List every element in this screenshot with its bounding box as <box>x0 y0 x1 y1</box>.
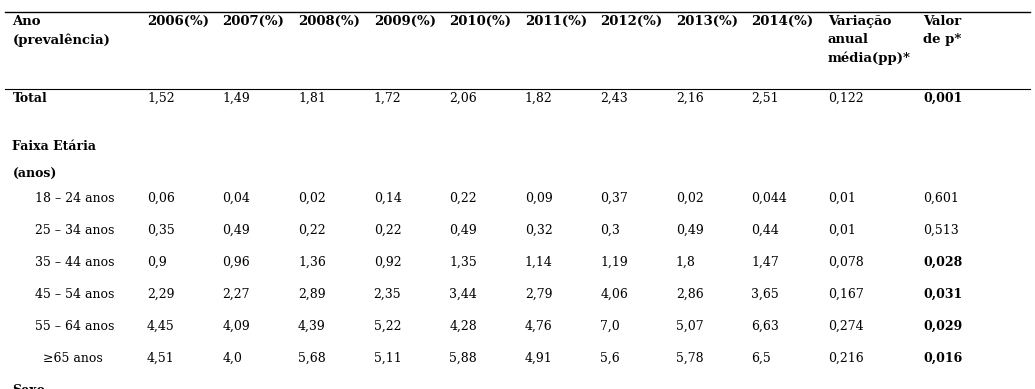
Text: 0,02: 0,02 <box>298 192 326 205</box>
Text: 4,51: 4,51 <box>147 352 175 364</box>
Text: 0,044: 0,044 <box>751 192 788 205</box>
Text: 5,68: 5,68 <box>298 352 326 364</box>
Text: 2012(%): 2012(%) <box>600 15 662 28</box>
Text: 2008(%): 2008(%) <box>298 15 360 28</box>
Text: 0,92: 0,92 <box>374 256 402 269</box>
Text: 45 – 54 anos: 45 – 54 anos <box>35 288 115 301</box>
Text: 1,35: 1,35 <box>449 256 477 269</box>
Text: 0,32: 0,32 <box>525 224 553 237</box>
Text: 1,82: 1,82 <box>525 92 553 105</box>
Text: 5,11: 5,11 <box>374 352 402 364</box>
Text: 4,06: 4,06 <box>600 288 628 301</box>
Text: 0,49: 0,49 <box>449 224 477 237</box>
Text: 1,14: 1,14 <box>525 256 553 269</box>
Text: Valor
de p*: Valor de p* <box>923 15 962 46</box>
Text: (anos): (anos) <box>12 168 57 181</box>
Text: 6,63: 6,63 <box>751 320 779 333</box>
Text: 1,81: 1,81 <box>298 92 326 105</box>
Text: 7,0: 7,0 <box>600 320 620 333</box>
Text: 4,45: 4,45 <box>147 320 175 333</box>
Text: 0,37: 0,37 <box>600 192 628 205</box>
Text: ≥65 anos: ≥65 anos <box>43 352 104 364</box>
Text: 0,49: 0,49 <box>223 224 250 237</box>
Text: 1,72: 1,72 <box>374 92 402 105</box>
Text: 2,06: 2,06 <box>449 92 477 105</box>
Text: 2,79: 2,79 <box>525 288 553 301</box>
Text: 0,3: 0,3 <box>600 224 620 237</box>
Text: 2010(%): 2010(%) <box>449 15 511 28</box>
Text: Faixa Etária: Faixa Etária <box>12 140 96 153</box>
Text: 5,78: 5,78 <box>676 352 704 364</box>
Text: Ano
(prevalência): Ano (prevalência) <box>12 15 111 47</box>
Text: 55 – 64 anos: 55 – 64 anos <box>35 320 115 333</box>
Text: 2,35: 2,35 <box>374 288 402 301</box>
Text: 4,09: 4,09 <box>223 320 250 333</box>
Text: 2,27: 2,27 <box>223 288 250 301</box>
Text: 0,9: 0,9 <box>147 256 167 269</box>
Text: 2009(%): 2009(%) <box>374 15 436 28</box>
Text: 0,274: 0,274 <box>828 320 863 333</box>
Text: 0,22: 0,22 <box>374 224 402 237</box>
Text: 4,0: 4,0 <box>223 352 242 364</box>
Text: 1,36: 1,36 <box>298 256 326 269</box>
Text: 0,001: 0,001 <box>923 92 963 105</box>
Text: 2007(%): 2007(%) <box>223 15 285 28</box>
Text: 0,06: 0,06 <box>147 192 175 205</box>
Text: Sexo: Sexo <box>12 384 46 389</box>
Text: Variação
anual
média(pp)*: Variação anual média(pp)* <box>828 15 911 65</box>
Text: 5,6: 5,6 <box>600 352 620 364</box>
Text: 0,601: 0,601 <box>923 192 959 205</box>
Text: 2,29: 2,29 <box>147 288 175 301</box>
Text: 0,22: 0,22 <box>298 224 326 237</box>
Text: 0,513: 0,513 <box>923 224 959 237</box>
Text: 4,39: 4,39 <box>298 320 326 333</box>
Text: 5,07: 5,07 <box>676 320 704 333</box>
Text: 4,91: 4,91 <box>525 352 553 364</box>
Text: 25 – 34 anos: 25 – 34 anos <box>35 224 115 237</box>
Text: 35 – 44 anos: 35 – 44 anos <box>35 256 115 269</box>
Text: 0,01: 0,01 <box>828 224 856 237</box>
Text: 1,49: 1,49 <box>223 92 250 105</box>
Text: 5,88: 5,88 <box>449 352 477 364</box>
Text: 5,22: 5,22 <box>374 320 402 333</box>
Text: 0,09: 0,09 <box>525 192 553 205</box>
Text: Total: Total <box>12 92 48 105</box>
Text: 0,14: 0,14 <box>374 192 402 205</box>
Text: 2011(%): 2011(%) <box>525 15 587 28</box>
Text: 4,76: 4,76 <box>525 320 553 333</box>
Text: 0,029: 0,029 <box>923 320 963 333</box>
Text: 0,04: 0,04 <box>223 192 250 205</box>
Text: 1,19: 1,19 <box>600 256 628 269</box>
Text: 2,51: 2,51 <box>751 92 779 105</box>
Text: 1,8: 1,8 <box>676 256 696 269</box>
Text: 3,44: 3,44 <box>449 288 477 301</box>
Text: 0,216: 0,216 <box>828 352 864 364</box>
Text: 2,89: 2,89 <box>298 288 326 301</box>
Text: 0,122: 0,122 <box>828 92 863 105</box>
Text: 0,35: 0,35 <box>147 224 175 237</box>
Text: 3,65: 3,65 <box>751 288 779 301</box>
Text: 1,47: 1,47 <box>751 256 779 269</box>
Text: 2,86: 2,86 <box>676 288 704 301</box>
Text: 4,28: 4,28 <box>449 320 477 333</box>
Text: 0,167: 0,167 <box>828 288 864 301</box>
Text: 18 – 24 anos: 18 – 24 anos <box>35 192 115 205</box>
Text: 0,96: 0,96 <box>223 256 250 269</box>
Text: 2006(%): 2006(%) <box>147 15 209 28</box>
Text: 2,43: 2,43 <box>600 92 628 105</box>
Text: 0,028: 0,028 <box>923 256 963 269</box>
Text: 0,49: 0,49 <box>676 224 704 237</box>
Text: 0,031: 0,031 <box>923 288 963 301</box>
Text: 1,52: 1,52 <box>147 92 175 105</box>
Text: 0,078: 0,078 <box>828 256 864 269</box>
Text: 0,02: 0,02 <box>676 192 704 205</box>
Text: 2014(%): 2014(%) <box>751 15 814 28</box>
Text: 0,44: 0,44 <box>751 224 779 237</box>
Text: 0,22: 0,22 <box>449 192 477 205</box>
Text: 0,01: 0,01 <box>828 192 856 205</box>
Text: 2,16: 2,16 <box>676 92 704 105</box>
Text: 6,5: 6,5 <box>751 352 771 364</box>
Text: 0,016: 0,016 <box>923 352 963 364</box>
Text: 2013(%): 2013(%) <box>676 15 738 28</box>
